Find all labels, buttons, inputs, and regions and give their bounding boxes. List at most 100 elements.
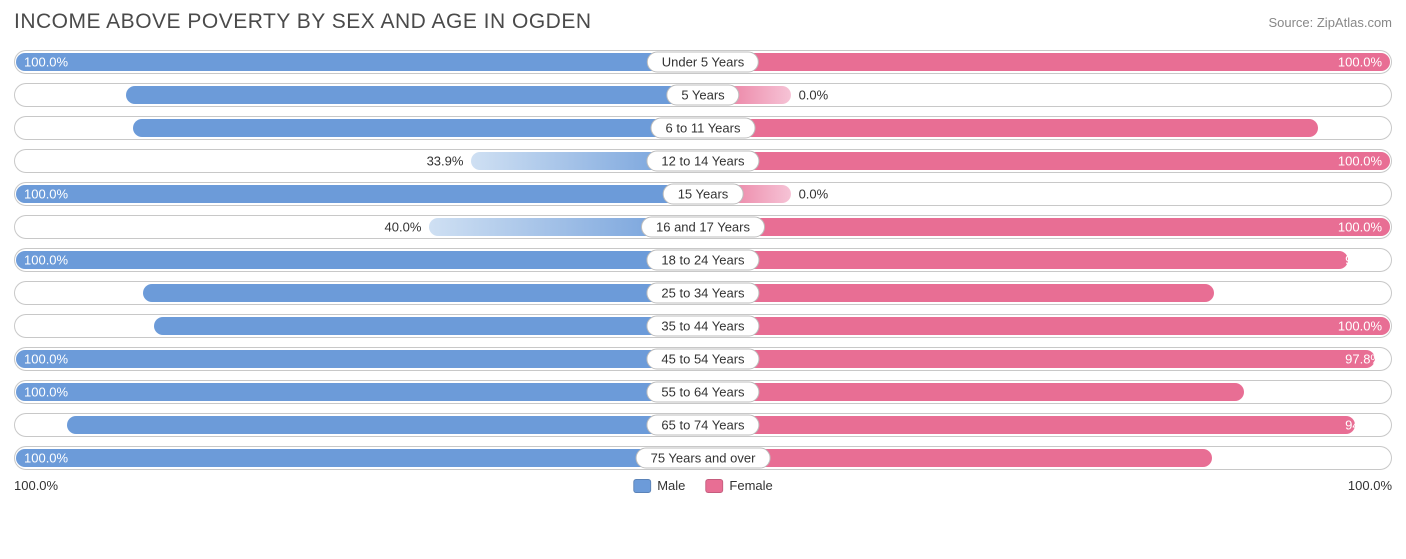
chart-header: INCOME ABOVE POVERTY BY SEX AND AGE IN O… [14,10,1392,34]
male-bar [16,53,701,71]
female-value-label: 100.0% [1338,55,1382,70]
female-value-label: 74.5% [1345,286,1382,301]
category-pill: 12 to 14 Years [646,151,759,172]
category-pill: 75 Years and over [636,448,771,469]
male-half: 84.0% [14,81,703,109]
male-value-label: 83.0% [24,121,61,136]
axis-left-label: 100.0% [14,478,58,493]
male-value-label: 100.0% [24,187,68,202]
female-bar [705,383,1244,401]
male-value-label: 100.0% [24,385,68,400]
female-half: 0.0% [703,180,1392,208]
female-value-label: 93.9% [1345,253,1382,268]
male-bar [154,317,701,335]
female-bar [705,251,1348,269]
female-half: 0.0% [703,81,1392,109]
category-pill: 5 Years [666,85,739,106]
male-value-label: 84.0% [24,88,61,103]
chart-row: 100.0% 100.0% Under 5 Years [14,48,1392,76]
legend-female: Female [705,478,772,493]
female-value-label: 0.0% [799,187,829,202]
female-value-label: 94.9% [1345,418,1382,433]
male-half: 33.9% [14,147,703,175]
male-value-label: 33.9% [427,154,464,169]
male-bar [67,416,701,434]
female-half: 78.8% [703,378,1392,406]
male-bar [16,449,701,467]
category-pill: 18 to 24 Years [646,250,759,271]
category-pill: 55 to 64 Years [646,382,759,403]
female-value-label: 78.8% [1345,385,1382,400]
chart-row: 81.6% 74.5% 25 to 34 Years [14,279,1392,307]
chart-container: INCOME ABOVE POVERTY BY SEX AND AGE IN O… [0,0,1406,559]
male-bar [143,284,701,302]
male-half: 40.0% [14,213,703,241]
female-half: 94.9% [703,411,1392,439]
category-pill: 35 to 44 Years [646,316,759,337]
male-bar [126,86,701,104]
female-value-label: 0.0% [799,88,829,103]
category-pill: Under 5 Years [647,52,759,73]
chart-row: 92.6% 94.9% 65 to 74 Years [14,411,1392,439]
chart-row: 100.0% 93.9% 18 to 24 Years [14,246,1392,274]
male-value-label: 100.0% [24,352,68,367]
male-half: 80.0% [14,312,703,340]
female-bar [705,284,1214,302]
female-half: 100.0% [703,312,1392,340]
female-value-label: 100.0% [1338,220,1382,235]
male-bar [16,185,701,203]
legend-male: Male [633,478,685,493]
chart-row: 84.0% 0.0% 5 Years [14,81,1392,109]
category-pill: 45 to 54 Years [646,349,759,370]
female-half: 74.5% [703,279,1392,307]
female-bar [705,350,1375,368]
male-value-label: 100.0% [24,55,68,70]
legend-male-label: Male [657,478,685,493]
female-bar [705,53,1390,71]
category-pill: 65 to 74 Years [646,415,759,436]
male-value-label: 81.6% [24,286,61,301]
male-value-label: 100.0% [24,451,68,466]
female-value-label: 89.6% [1345,121,1382,136]
female-half: 100.0% [703,213,1392,241]
chart-row: 100.0% 97.8% 45 to 54 Years [14,345,1392,373]
chart-row: 83.0% 89.6% 6 to 11 Years [14,114,1392,142]
chart-row: 100.0% 78.8% 55 to 64 Years [14,378,1392,406]
male-half: 83.0% [14,114,703,142]
chart-title: INCOME ABOVE POVERTY BY SEX AND AGE IN O… [14,10,592,34]
male-half: 100.0% [14,246,703,274]
category-pill: 25 to 34 Years [646,283,759,304]
male-value-label: 40.0% [385,220,422,235]
chart-row: 100.0% 74.2%75 Years and over [14,444,1392,472]
male-value-label: 92.6% [24,418,61,433]
male-value-label: 80.0% [24,319,61,334]
male-value-label: 100.0% [24,253,68,268]
female-value-label: 100.0% [1338,319,1382,334]
chart-source: Source: ZipAtlas.com [1268,15,1392,30]
male-bar [133,119,701,137]
male-bar [16,251,701,269]
male-half: 100.0% [14,180,703,208]
male-bar [16,383,701,401]
female-bar [705,119,1318,137]
chart-axis: 100.0% 100.0% Male Female [14,478,1392,498]
female-bar [705,152,1390,170]
female-half: 97.8% [703,345,1392,373]
category-pill: 6 to 11 Years [651,118,756,139]
female-half: 93.9% [703,246,1392,274]
female-value-label: 97.8% [1345,352,1382,367]
chart-rows: 100.0% 100.0% Under 5 Years 84.0% 0.0% 5 Year… [14,48,1392,472]
category-pill: 16 and 17 Years [641,217,765,238]
female-half: 89.6% [703,114,1392,142]
male-bar [16,350,701,368]
female-half: 74.2% [703,444,1392,472]
chart-row: 40.0% 100.0% 16 and 17 Years [14,213,1392,241]
male-half: 92.6% [14,411,703,439]
female-bar [705,317,1390,335]
male-half: 100.0% [14,345,703,373]
male-half: 100.0% [14,48,703,76]
female-value-label: 100.0% [1338,154,1382,169]
axis-right-label: 100.0% [1348,478,1392,493]
chart-row: 100.0%0.0%15 Years [14,180,1392,208]
chart-row: 33.9% 100.0% 12 to 14 Years [14,147,1392,175]
